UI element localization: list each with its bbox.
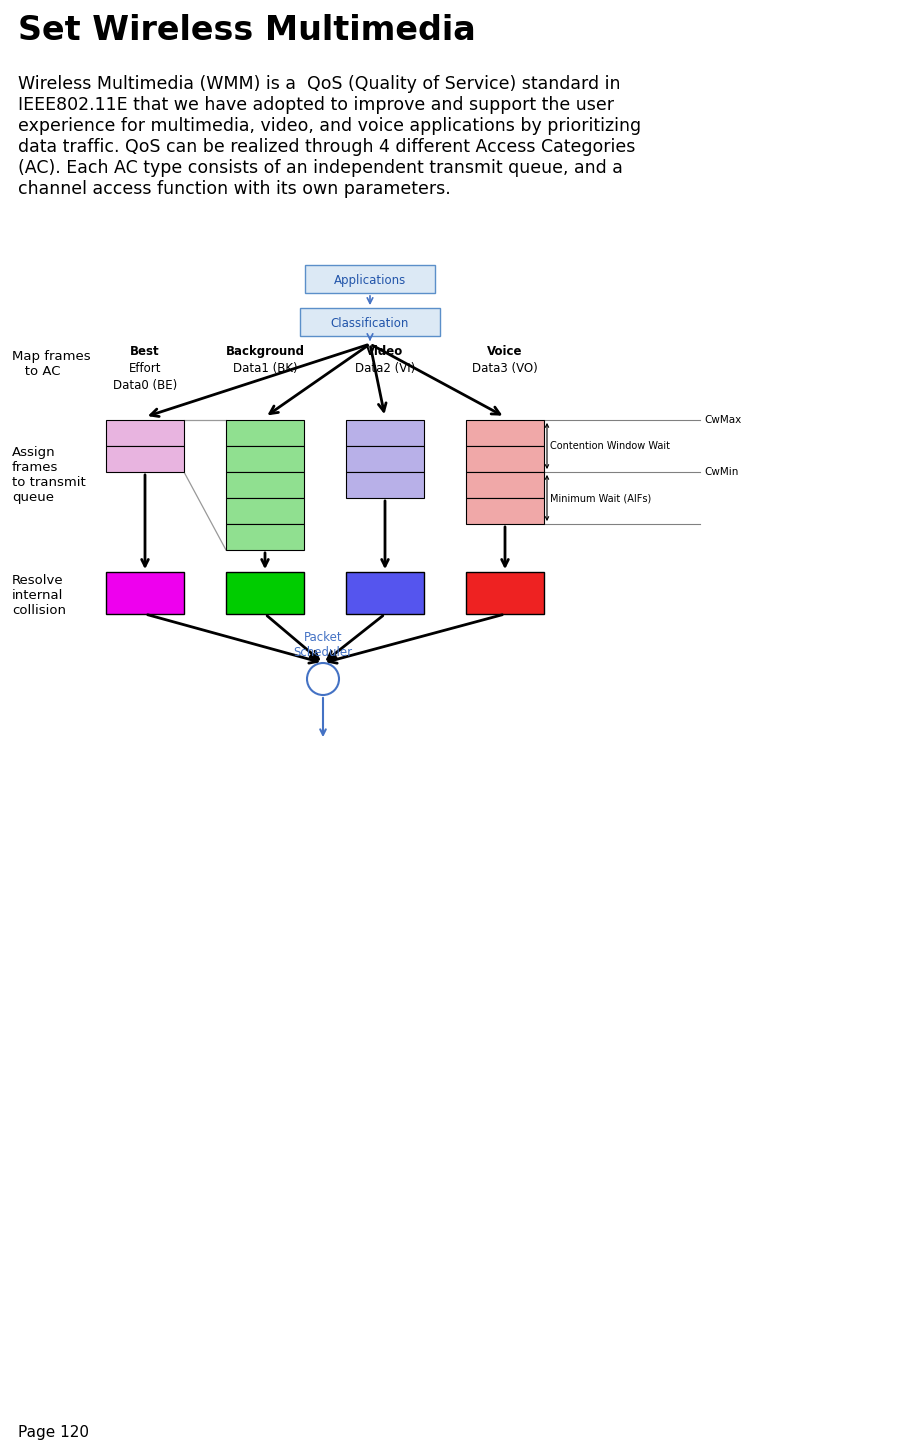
Bar xyxy=(226,497,304,523)
Text: experience for multimedia, video, and voice applications by prioritizing: experience for multimedia, video, and vo… xyxy=(18,117,641,135)
Bar xyxy=(226,571,304,613)
Text: Assign
frames
to transmit
queue: Assign frames to transmit queue xyxy=(12,447,85,505)
Bar xyxy=(346,447,424,473)
Bar xyxy=(466,447,544,473)
Text: Data3 (VO): Data3 (VO) xyxy=(472,362,538,376)
Circle shape xyxy=(307,663,339,695)
Text: Video: Video xyxy=(367,345,404,358)
Bar xyxy=(226,523,304,550)
Text: Data0 (BE): Data0 (BE) xyxy=(113,378,177,392)
Text: (AC). Each AC type consists of an independent transmit queue, and a: (AC). Each AC type consists of an indepe… xyxy=(18,160,623,177)
Text: Map frames
   to AC: Map frames to AC xyxy=(12,349,91,378)
Bar xyxy=(466,473,544,497)
Text: Page 120: Page 120 xyxy=(18,1425,89,1440)
Bar xyxy=(466,420,544,447)
Text: IEEE802.11E that we have adopted to improve and support the user: IEEE802.11E that we have adopted to impr… xyxy=(18,96,614,115)
Bar xyxy=(346,571,424,613)
Text: Effort: Effort xyxy=(129,362,161,376)
Bar xyxy=(466,497,544,523)
Bar xyxy=(466,571,544,613)
Bar xyxy=(106,571,184,613)
Bar xyxy=(305,265,435,293)
Text: Set Wireless Multimedia: Set Wireless Multimedia xyxy=(18,14,476,46)
Bar xyxy=(106,420,184,447)
Text: data traffic. QoS can be realized through 4 different Access Categories: data traffic. QoS can be realized throug… xyxy=(18,138,636,157)
Bar xyxy=(226,420,304,447)
Bar xyxy=(226,447,304,473)
Bar xyxy=(106,447,184,473)
Bar xyxy=(226,473,304,497)
Text: CwMax: CwMax xyxy=(704,415,742,425)
Text: CwMin: CwMin xyxy=(704,467,738,477)
Bar xyxy=(300,307,440,336)
Bar xyxy=(346,420,424,447)
Text: Classification: Classification xyxy=(331,316,409,329)
Bar xyxy=(346,473,424,497)
Text: Data2 (VI): Data2 (VI) xyxy=(355,362,415,376)
Text: Applications: Applications xyxy=(334,274,406,287)
Text: Resolve
internal
collision: Resolve internal collision xyxy=(12,574,66,618)
Text: Voice: Voice xyxy=(487,345,522,358)
Text: Best: Best xyxy=(130,345,160,358)
Text: Minimum Wait (AIFs): Minimum Wait (AIFs) xyxy=(550,493,651,503)
Text: Data1 (BK): Data1 (BK) xyxy=(233,362,298,376)
Text: Wireless Multimedia (WMM) is a  QoS (Quality of Service) standard in: Wireless Multimedia (WMM) is a QoS (Qual… xyxy=(18,75,620,93)
Text: Contention Window Wait: Contention Window Wait xyxy=(550,441,670,451)
Text: Background: Background xyxy=(226,345,305,358)
Text: Packet
Scheduler: Packet Scheduler xyxy=(293,631,352,658)
Text: channel access function with its own parameters.: channel access function with its own par… xyxy=(18,180,450,199)
